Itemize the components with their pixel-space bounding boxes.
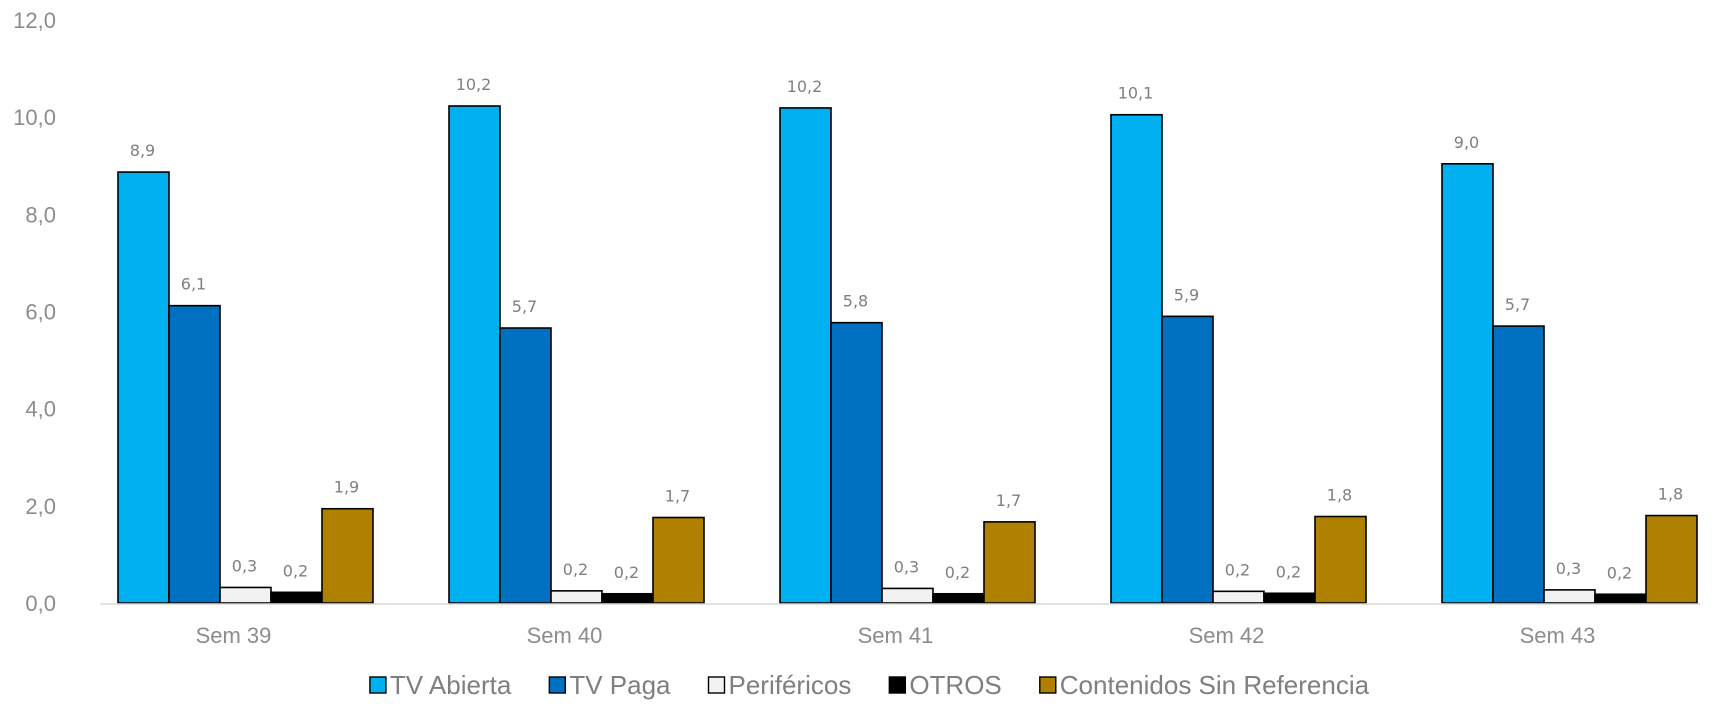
data-label: 5,7: [512, 297, 537, 316]
x-tick-label: Sem 39: [196, 623, 272, 648]
bar-perif-ricos: [219, 586, 272, 604]
x-tick-label: Sem 40: [527, 623, 603, 648]
data-labels: 8,9 6,1 0,3 0,2 1,9 10,2 5,7 0,2 0,2 1,7 10,2 5,8 0,…: [130, 75, 1683, 582]
bars: [117, 105, 1698, 604]
bar-tv-paga: [168, 304, 221, 604]
data-label: 10,1: [1118, 84, 1154, 103]
legend-swatch: [707, 676, 726, 694]
data-label: 0,2: [1607, 563, 1632, 582]
bar-otros: [270, 591, 323, 604]
bar-tv-abierta: [779, 107, 832, 604]
bar-tv-paga: [1161, 315, 1214, 604]
bar-tv-abierta: [448, 105, 501, 604]
legend-label: TV Paga: [569, 670, 671, 700]
data-label: 0,2: [283, 561, 308, 580]
y-tick-label: 0,0: [25, 591, 56, 616]
legend-item-tv-abierta: TV Abierta: [369, 670, 512, 700]
data-label: 5,9: [1174, 285, 1199, 304]
data-label: 0,2: [1225, 560, 1250, 579]
x-tick-label: Sem 41: [858, 623, 934, 648]
data-label: 9,0: [1454, 133, 1479, 152]
bar-perif-ricos: [881, 587, 934, 604]
x-tick-label: Sem 42: [1189, 623, 1265, 648]
y-tick-label: 4,0: [25, 397, 56, 422]
legend-swatch: [888, 676, 907, 694]
bar-contenidos-sin-referencia: [1314, 515, 1367, 604]
bar-otros: [1594, 593, 1647, 604]
data-label: 8,9: [130, 141, 155, 160]
legend-label: OTROS: [909, 670, 1001, 700]
bar-tv-abierta: [117, 171, 170, 604]
bar-otros: [932, 592, 985, 604]
bar-contenidos-sin-referencia: [652, 516, 705, 604]
legend-item-perif-ricos: Periféricos: [707, 670, 852, 700]
data-label: 1,8: [1327, 486, 1352, 505]
data-label: 6,1: [181, 275, 206, 294]
bar-tv-paga: [1492, 325, 1545, 604]
bar-contenidos-sin-referencia: [983, 521, 1036, 604]
y-tick-label: 6,0: [25, 300, 56, 325]
bar-perif-ricos: [1543, 589, 1596, 604]
data-label: 1,8: [1658, 485, 1683, 504]
legend-item-otros: OTROS: [888, 670, 1002, 700]
legend-label: Contenidos Sin Referencia: [1060, 670, 1370, 700]
bar-tv-paga: [830, 321, 883, 604]
bar-otros: [1263, 592, 1316, 604]
data-label: 0,2: [1276, 562, 1301, 581]
data-label: 0,3: [1556, 559, 1581, 578]
y-tick-label: 12,0: [13, 8, 56, 33]
legend-item-tv-paga: TV Paga: [548, 670, 671, 700]
data-label: 0,3: [894, 557, 919, 576]
data-label: 0,2: [563, 560, 588, 579]
data-label: 0,2: [614, 563, 639, 582]
legend-swatch: [1039, 676, 1057, 694]
y-tick-label: 2,0: [25, 494, 56, 519]
y-tick-label: 8,0: [25, 202, 56, 227]
x-axis: Sem 39 Sem 40 Sem 41 Sem 42 Sem 43: [196, 623, 1596, 648]
bar-perif-ricos: [1212, 590, 1265, 604]
data-label: 10,2: [787, 77, 823, 96]
data-label: 1,9: [334, 478, 359, 497]
bar-contenidos-sin-referencia: [1645, 514, 1698, 604]
x-tick-label: Sem 43: [1520, 623, 1596, 648]
data-label: 10,2: [456, 75, 492, 94]
legend-swatch: [369, 676, 387, 694]
bar-tv-abierta: [1441, 163, 1494, 604]
bar-contenidos-sin-referencia: [321, 507, 374, 604]
data-label: 1,7: [996, 491, 1021, 510]
bar-tv-paga: [499, 327, 552, 604]
y-tick-label: 10,0: [13, 105, 56, 130]
bar-perif-ricos: [550, 590, 603, 604]
data-label: 0,2: [945, 563, 970, 582]
legend-label: Periféricos: [729, 670, 852, 700]
data-label: 5,7: [1505, 295, 1530, 314]
legend-swatch: [548, 676, 567, 694]
y-axis: 0,0 2,0 4,0 6,0 8,0 10,0 12,0: [13, 8, 56, 616]
data-label: 5,8: [843, 292, 868, 311]
data-label: 1,7: [665, 486, 690, 505]
legend-label: TV Abierta: [390, 670, 512, 700]
bar-otros: [601, 592, 654, 604]
legend-item-contenidos-sin-referencia: Contenidos Sin Referencia: [1039, 670, 1370, 700]
legend: TV Abierta TV Paga Periféricos OTROS Conteni…: [369, 670, 1370, 700]
data-label: 0,3: [232, 556, 257, 575]
bar-tv-abierta: [1110, 113, 1163, 604]
